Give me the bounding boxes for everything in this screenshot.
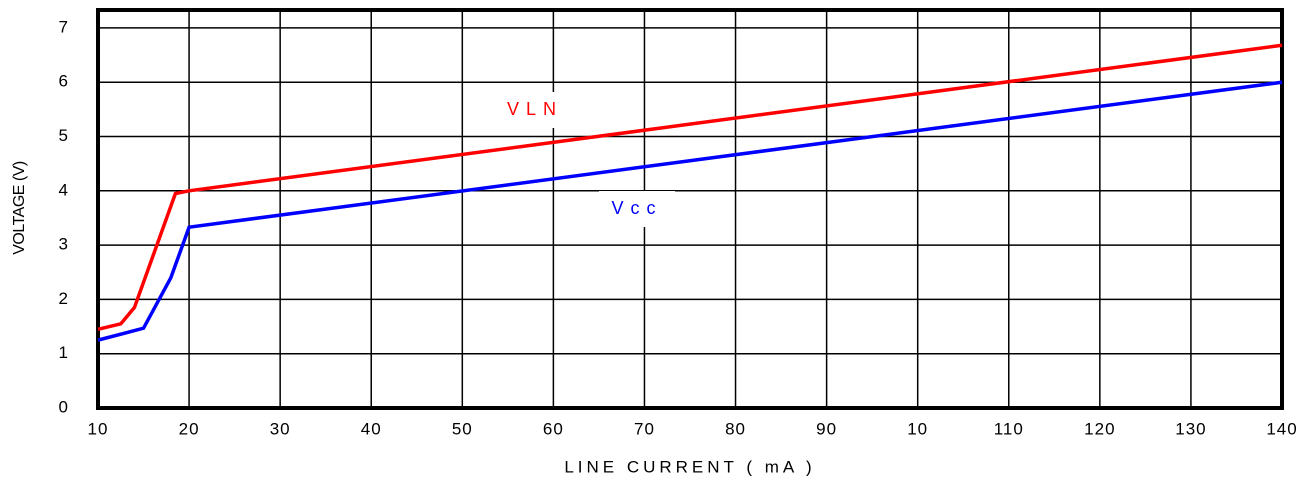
series-label: Vcc: [611, 198, 662, 218]
series-line: [97, 43, 1283, 331]
x-tick-label: 130: [1175, 419, 1206, 438]
x-tick-label: 60: [543, 419, 564, 438]
x-tick-label: 80: [725, 419, 746, 438]
y-axis-title: VOLTAGE (V): [11, 161, 28, 255]
x-tick-label: 10: [88, 419, 109, 438]
x-tick-label: 70: [634, 419, 655, 438]
y-tick-label: 6: [59, 72, 68, 91]
x-tick-label: 10: [907, 419, 928, 438]
y-tick-label: 1: [59, 343, 68, 362]
y-tick-label: 7: [59, 17, 68, 36]
x-tick-label: 140: [1266, 419, 1296, 438]
y-tick-label: 0: [59, 397, 68, 416]
x-axis-title: LINE CURRENT ( mA ): [564, 457, 815, 476]
x-tick-label: 110: [994, 419, 1024, 438]
series-label: VLN: [507, 99, 563, 119]
y-tick-label: 2: [59, 289, 68, 308]
x-tick-label: 90: [816, 419, 837, 438]
label-background: [497, 92, 573, 128]
x-tick-label: 30: [270, 419, 291, 438]
plot-frame: [96, 8, 1284, 410]
y-tick-label: 5: [59, 126, 68, 145]
x-tick-label: 20: [179, 419, 200, 438]
y-tick-label: 4: [59, 180, 68, 199]
series-line: [97, 80, 1283, 342]
x-tick-label: 40: [361, 419, 382, 438]
x-tick-label: 120: [1084, 419, 1115, 438]
label-background: [599, 191, 675, 227]
x-tick-label: 50: [452, 419, 473, 438]
y-tick-label: 3: [59, 235, 68, 254]
